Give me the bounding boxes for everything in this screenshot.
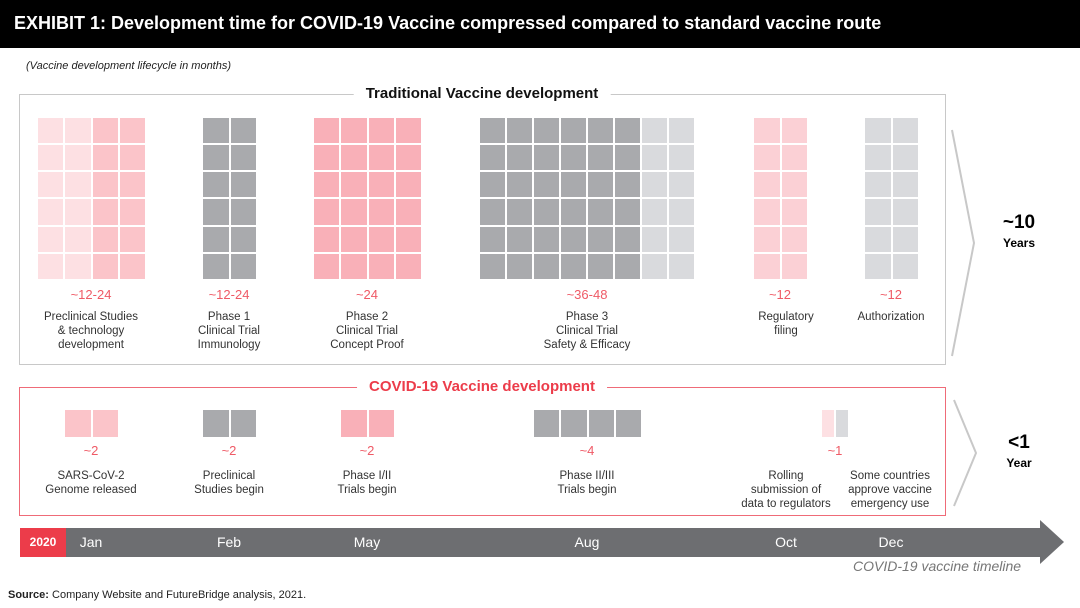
timeline-month-dec: Dec [878,534,904,550]
covid-chevron-icon [953,399,978,507]
exhibit-title: EXHIBIT 1: Development time for COVID-19… [14,13,882,33]
timeline-month-may: May [353,534,381,550]
covid-grid-phase23 [534,410,641,437]
covid-grid-phase12 [341,410,394,437]
source-text: Company Website and FutureBridge analysi… [48,589,307,601]
covid-title: COVID-19 Vaccine development [357,378,607,395]
covid-label-preclinical: Preclinical Studies begin [194,470,264,496]
traditional-chevron-icon [951,129,976,357]
source-label: Source: [8,589,49,601]
covid-label-genome: SARS-CoV-2 Genome released [45,470,137,496]
traditional-duration-authorization: ~12 [879,287,903,302]
timeline-month-oct: Oct [775,534,797,550]
timeline-bar [66,528,1042,557]
traditional-label-regulatory: Regulatory filing [758,311,814,337]
traditional-duration-phase1: ~12-24 [208,287,250,302]
traditional-duration-preclinical: ~12-24 [70,287,112,302]
traditional-label-phase2: Phase 2 Clinical Trial Concept Proof [330,311,404,351]
covid-grid-genome [65,410,118,437]
covid-grid-approval [822,410,848,437]
traditional-label-phase1: Phase 1 Clinical Trial Immunology [197,311,261,351]
traditional-label-preclinical: Preclinical Studies & technology develop… [44,311,138,351]
covid-duration-phase12: ~2 [359,443,375,458]
traditional-grid-regulatory [754,118,807,279]
timeline-month-feb: Feb [216,534,242,550]
traditional-duration-regulatory: ~12 [768,287,792,302]
timeline-year-badge: 2020 [20,528,66,557]
traditional-duration-phase2: ~24 [355,287,379,302]
covid-duration-preclinical: ~2 [221,443,237,458]
covid-duration-phase23: ~4 [579,443,595,458]
traditional-grid-phase1 [203,118,256,279]
traditional-label-phase3: Phase 3 Clinical Trial Safety & Efficacy [543,311,631,351]
source-note: Source: Company Website and FutureBridge… [8,589,306,601]
traditional-total-value: ~10 [1002,212,1036,233]
covid-label-approval: Some countries approve vaccine emergency… [848,470,932,510]
timeline-arrowhead-icon [1040,520,1064,564]
timeline-caption: COVID-19 vaccine timeline [853,558,1022,574]
units-subtitle: (Vaccine development lifecycle in months… [26,60,232,72]
covid-label-rolling: Rolling submission of data to regulators [741,470,831,510]
covid-duration-approval: ~1 [827,443,843,458]
covid-total-value: <1 [1008,432,1030,453]
traditional-grid-phase2 [314,118,421,279]
covid-total-unit: Year [1006,456,1032,470]
covid-label-phase12: Phase I/II Trials begin [337,470,397,496]
traditional-title: Traditional Vaccine development [353,85,611,102]
timeline-month-aug: Aug [574,534,600,550]
covid-duration-genome: ~2 [83,443,99,458]
exhibit-header: EXHIBIT 1: Development time for COVID-19… [0,0,1080,48]
traditional-duration-phase3: ~36-48 [566,287,608,302]
traditional-label-authorization: Authorization [857,311,925,323]
traditional-grid-authorization [865,118,918,279]
traditional-grid-preclinical [38,118,145,279]
traditional-total-unit: Years [1002,236,1036,250]
traditional-grid-phase3 [480,118,694,279]
timeline-month-jan: Jan [79,534,103,550]
covid-label-phase23: Phase II/III Trials begin [557,470,617,496]
covid-grid-preclinical [203,410,256,437]
